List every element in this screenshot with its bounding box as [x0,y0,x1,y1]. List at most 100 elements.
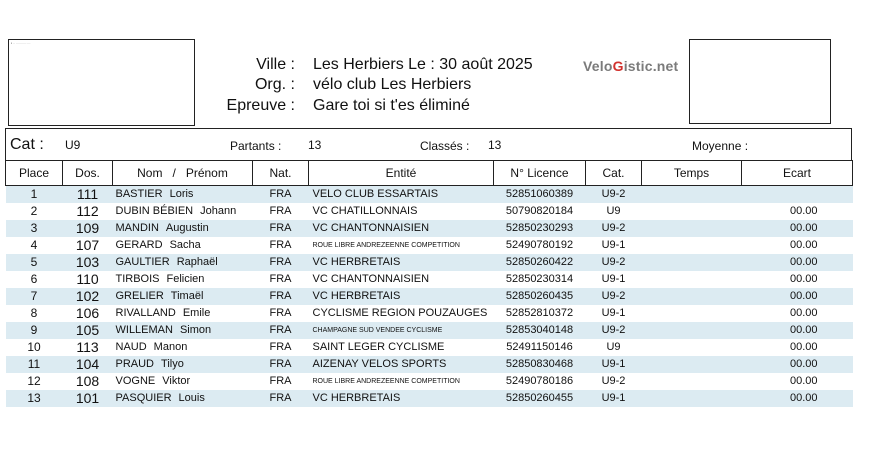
results-body: 1 111 BASTIER Loris FRA VELO CLUB ESSARTAIS 52… [5,185,853,407]
cat-cell: U9-2 [585,185,642,203]
name-cell: GAULTIER Raphaël [112,254,253,271]
nat-cell: FRA [252,322,309,339]
col-header-nat: Nat. [252,160,309,186]
table-row: 9 105 WILLEMAN Simon FRA CHAMPAGNE SUD VENDEE… [5,322,853,339]
temps-cell [641,322,742,339]
entite-cell: VC CHANTONNAISIEN [308,271,494,288]
name-cell: BASTIER Loris [112,185,253,203]
place-cell: 11 [5,356,63,373]
ecart-cell: 00.00 [741,220,853,237]
temps-cell [641,305,742,322]
table-row: 1 111 BASTIER Loris FRA VELO CLUB ESSARTAIS 52… [5,185,853,203]
table-row: 11 104 PRAUD Tilyo FRA AIZENAY VELOS SPORTS 52… [5,356,853,373]
ecart-cell: 00.00 [741,339,853,356]
cat-cell: U9-2 [585,288,642,305]
ecart-cell [741,185,853,203]
nat-cell: FRA [252,288,309,305]
cat-cell: U9 [585,339,642,356]
org-value: vélo club Les Herbiers [313,76,472,93]
name-cell: DUBIN BÉBIEN Johann [112,203,253,220]
table-row: 4 107 GERARD Sacha FRA ROUE LIBRE ANDREZEENNE… [5,237,853,254]
place-cell: 10 [5,339,63,356]
licence-cell: 52852810372 [493,305,586,322]
table-row: 7 102 GRELIER Timaël FRA VC HERBRETAIS 5285026… [5,288,853,305]
licence-cell: 52490780192 [493,237,586,254]
table-header-row: Place Dos. Nom / Prénom Nat. Entité N° L… [5,160,853,186]
name-cell: RIVALLAND Emile [112,305,253,322]
col-header-cat: Cat. [585,160,642,186]
last-name: RIVALLAND [115,307,176,319]
col-header-licence: N° Licence [493,160,586,186]
last-name: MANDIN [115,222,159,234]
temps-cell [641,185,742,203]
last-name: NAUD [115,341,147,353]
nat-cell: FRA [252,356,309,373]
table-row: 5 103 GAULTIER Raphaël FRA VC HERBRETAIS 52850… [5,254,853,271]
cat-cell: U9-2 [585,220,642,237]
cat-cell: U9-2 [585,373,642,390]
licence-cell: 52850260435 [493,288,586,305]
first-name: Tilyo [161,358,184,370]
ecart-cell: 00.00 [741,373,853,390]
first-name: Loris [169,188,194,200]
cat-cell: U9-2 [585,254,642,271]
dos-cell: 109 [62,220,113,237]
entite-cell: AIZENAY VELOS SPORTS [308,356,494,373]
first-name: Emile [182,307,211,319]
dos-cell: 112 [62,203,113,220]
first-name: Sacha [169,239,201,251]
dos-cell: 103 [62,254,113,271]
place-cell: 8 [5,305,63,322]
licence-cell: 52850230314 [493,271,586,288]
organizer-logo-placeholder: ▪ ·· ·········· ···· [8,39,195,126]
first-name: Manon [153,341,188,353]
table-row: 12 108 VOGNE Viktor FRA ROUE LIBRE ANDREZEENN… [5,373,853,390]
partants-value: 13 [308,138,322,152]
cat-cell: U9-1 [585,237,642,254]
entite-cell: SAINT LEGER CYCLISME [308,339,494,356]
temps-cell [641,356,742,373]
name-cell: VOGNE Viktor [112,373,253,390]
place-cell: 7 [5,288,63,305]
licence-cell: 50790820184 [493,203,586,220]
ville-value: Les Herbiers Le : 30 août 2025 [313,56,533,73]
ecart-cell: 00.00 [741,356,853,373]
first-name: Augustin [165,222,209,234]
nat-cell: FRA [252,203,309,220]
licence-cell: 52850830468 [493,356,586,373]
table-row: 13 101 PASQUIER Louis FRA VC HERBRETAIS 528502… [5,390,853,407]
place-cell: 5 [5,254,63,271]
last-name: VOGNE [115,375,156,387]
brand-part-2: G [612,58,624,74]
name-cell: PRAUD Tilyo [112,356,253,373]
last-name: GRELIER [115,290,164,302]
dos-cell: 110 [62,271,113,288]
place-cell: 13 [5,390,63,407]
velogistic-brand: VeloGistic.net [583,58,678,74]
last-name: BASTIER [115,188,163,200]
licence-cell: 52490780186 [493,373,586,390]
col-header-place: Place [5,160,63,186]
name-cell: GRELIER Timaël [112,288,253,305]
results-table: Place Dos. Nom / Prénom Nat. Entité N° L… [5,160,853,407]
cat-cell: U9 [585,203,642,220]
ville-label: Ville : [256,56,295,73]
first-name: Johann [200,205,237,217]
epreuve-value: Gare toi si t'es éliminé [313,97,470,114]
ecart-cell: 00.00 [741,305,853,322]
first-name: Simon [179,324,212,336]
org-label: Org. : [254,76,295,93]
first-name: Felicien [166,273,205,285]
entite-cell: ROUE LIBRE ANDREZEENNE COMPETITION [308,237,494,254]
category-bar: Cat : U9 Partants : 13 Classés : 13 Moye… [5,128,852,160]
dos-cell: 102 [62,288,113,305]
partants-label: Partants : [230,139,282,153]
cat-cell: U9-2 [585,322,642,339]
ecart-cell: 00.00 [741,237,853,254]
name-cell: GERARD Sacha [112,237,253,254]
temps-cell [641,373,742,390]
licence-cell: 52851060389 [493,185,586,203]
entite-cell: VC CHANTONNAISIEN [308,220,494,237]
temps-cell [641,271,742,288]
nat-cell: FRA [252,237,309,254]
